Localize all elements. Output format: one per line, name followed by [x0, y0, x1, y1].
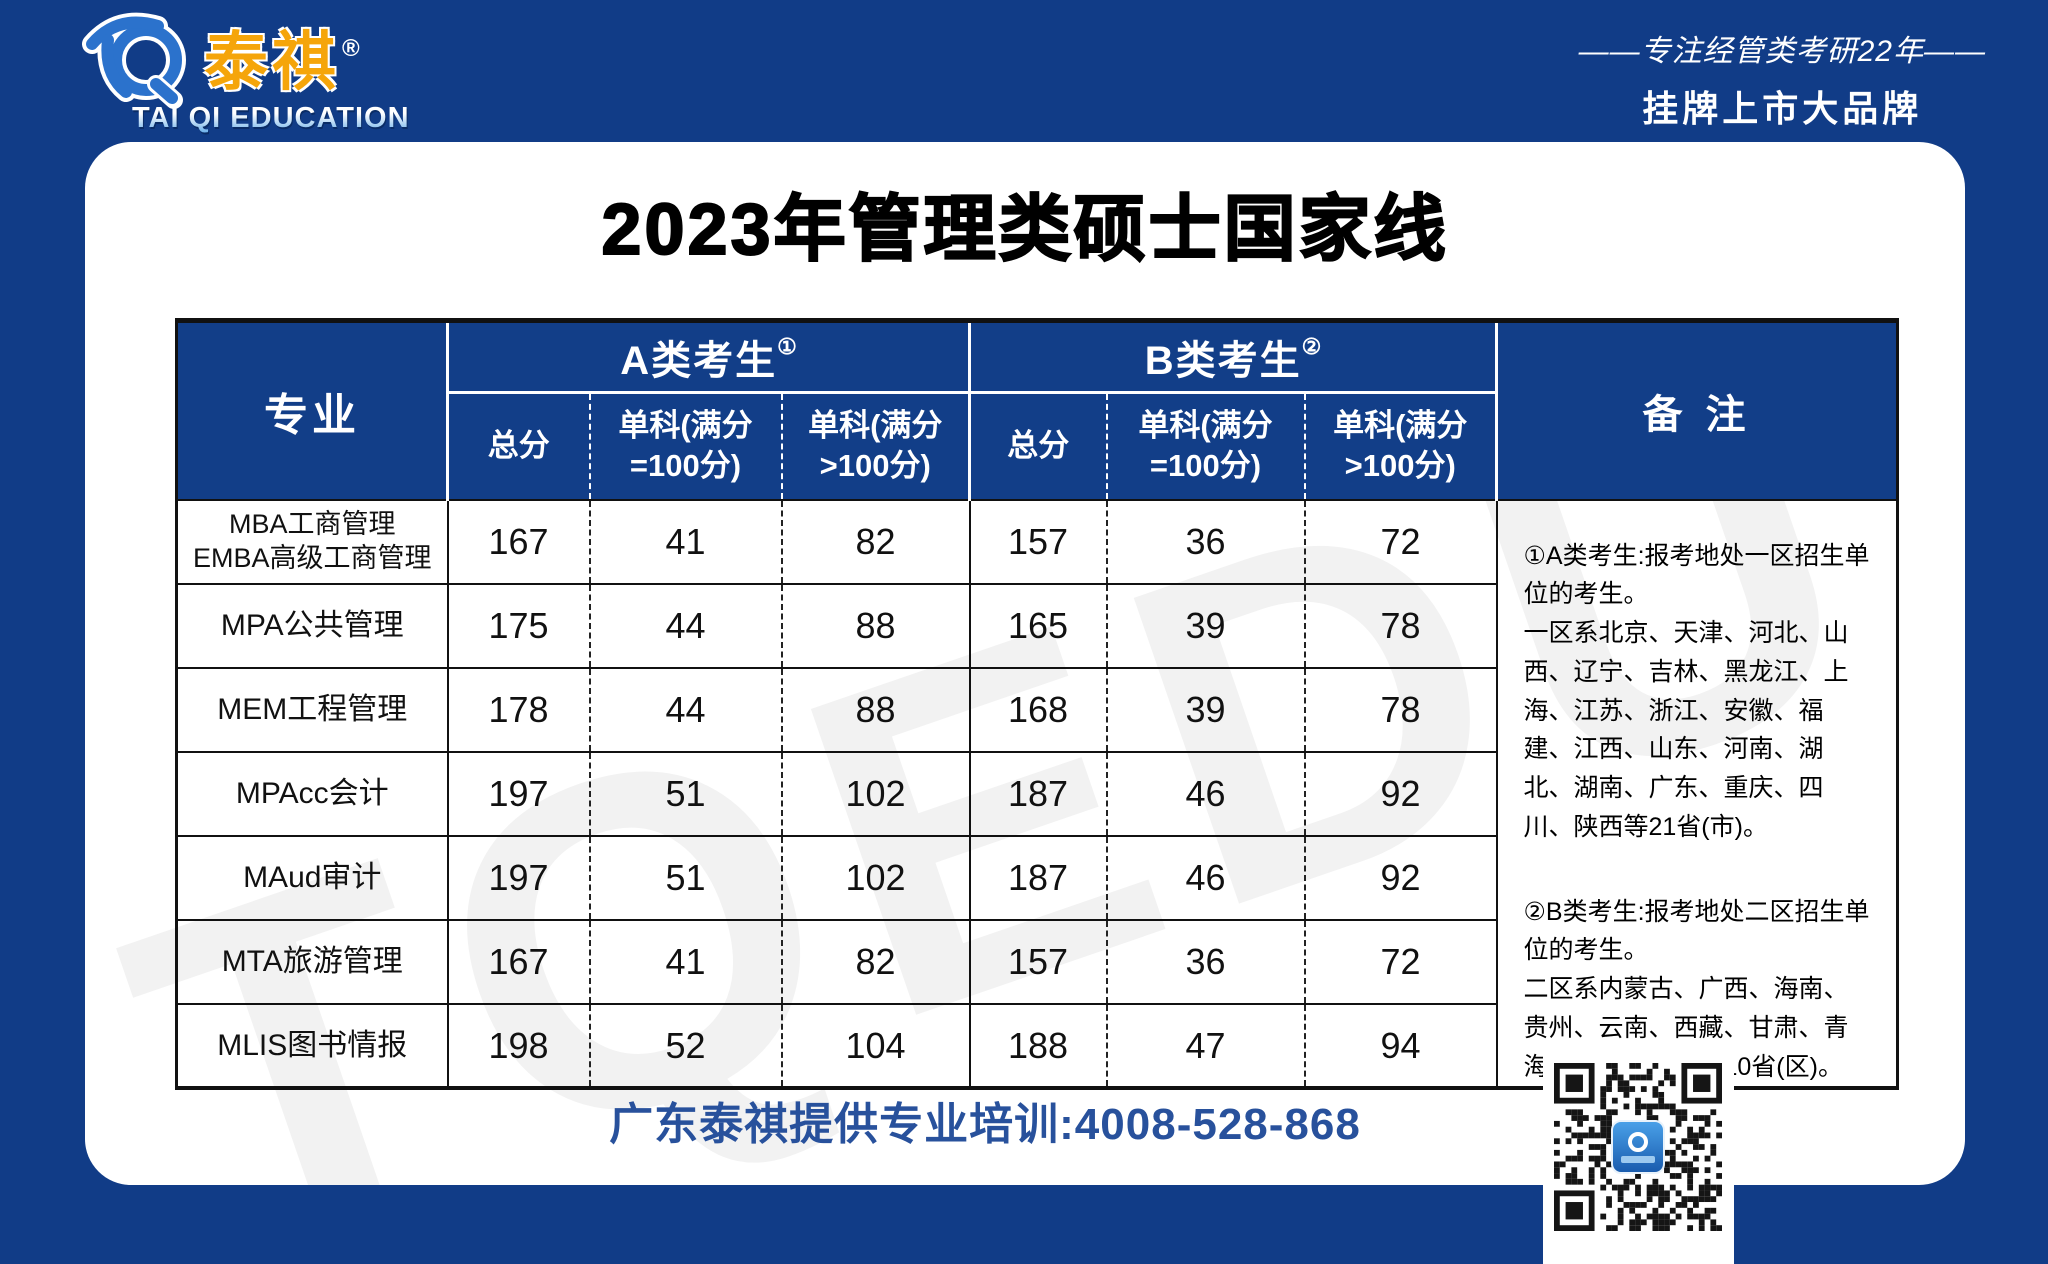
- major-cell: MEM工程管理: [176, 666, 449, 752]
- score-cell: 51: [589, 834, 783, 920]
- score-cell: 72: [1304, 498, 1498, 584]
- note-b-definition: ②B类考生:报考地处二区招生单位的考生。: [1523, 897, 1870, 965]
- registered-mark: ®: [342, 35, 364, 62]
- table-row: MAud审计 197 51 102 187 46 92: [176, 834, 1898, 920]
- header-a-single-gt100: 单科(满分 >100分): [781, 392, 971, 501]
- table-row: MTA旅游管理 167 41 82 157 36 72: [176, 918, 1898, 1005]
- page-title: 2023年管理类硕士国家线: [600, 189, 1449, 271]
- table-row: MPAcc会计 197 51 102 187 46 92: [176, 750, 1898, 836]
- score-cell: 44: [589, 582, 783, 668]
- score-cell: 46: [1106, 834, 1306, 920]
- score-cell: 41: [589, 498, 783, 584]
- score-cell: 165: [969, 582, 1108, 668]
- score-cell: 36: [1106, 918, 1306, 1005]
- score-cell: 102: [781, 834, 971, 920]
- score-cell: 167: [447, 918, 591, 1005]
- score-cell: 92: [1304, 750, 1498, 836]
- footnote-mark-1: ①: [777, 334, 797, 359]
- header-notes: 备 注: [1496, 320, 1898, 500]
- score-cell: 88: [781, 582, 971, 668]
- score-cell: 88: [781, 666, 971, 752]
- score-cell: 175: [447, 582, 591, 668]
- header-a-single-eq100: 单科(满分 =100分): [589, 392, 783, 501]
- score-cell: 52: [589, 1003, 783, 1089]
- score-cell: 188: [969, 1003, 1108, 1089]
- slogan-line1: ——专注经管类考研22年——: [1578, 35, 1986, 68]
- score-cell: 39: [1106, 666, 1306, 752]
- score-cell: 187: [969, 834, 1108, 920]
- score-cell: 157: [969, 498, 1108, 584]
- score-cell: 78: [1304, 666, 1498, 752]
- score-cell: 168: [969, 666, 1108, 752]
- tq-mini-icon: [1628, 1131, 1648, 1152]
- contact-line: 广东泰祺提供专业培训:4008-528-868: [609, 1100, 1361, 1149]
- brand-name-cn: 泰祺®: [204, 26, 364, 98]
- score-cell: 51: [589, 750, 783, 836]
- score-cell: 197: [447, 750, 591, 836]
- major-cell: MPAcc会计: [176, 750, 449, 836]
- major-cell: MAud审计: [176, 834, 449, 920]
- score-cell: 78: [1304, 582, 1498, 668]
- score-cell: 72: [1304, 918, 1498, 1005]
- header-group-b: B类考生②: [969, 320, 1498, 394]
- slogan-line2: 挂牌上市大品牌: [1642, 88, 1923, 129]
- note-a-definition: ①A类考生:报考地处一区招生单位的考生。: [1523, 541, 1870, 609]
- qr-center-logo-icon: [1611, 1120, 1665, 1174]
- table-row: MEM工程管理 178 44 88 168 39 78: [176, 666, 1898, 752]
- tq-logo-icon: [82, 12, 186, 109]
- score-cell: 41: [589, 918, 783, 1005]
- table-row: MLIS图书情报 198 52 104 188 47 94: [176, 1003, 1898, 1089]
- major-cell: MPA公共管理: [176, 582, 449, 668]
- score-cell: 104: [781, 1003, 971, 1089]
- score-cell: 82: [781, 498, 971, 584]
- footnote-mark-2: ②: [1301, 334, 1322, 359]
- header-row-subcolumns: 总分 单科(满分 =100分) 单科(满分 >100分) 总分 单科(满分 =100分…: [177, 392, 1898, 501]
- brand-name-en: TAI QI EDUCATION: [132, 102, 410, 134]
- major-cell: MTA旅游管理: [176, 918, 449, 1005]
- table-row: MBA工商管理 EMBA高级工商管理 167 41 82 157 36 72 ①A…: [176, 498, 1898, 1089]
- score-cell: 36: [1106, 498, 1306, 584]
- score-cell: 47: [1106, 1003, 1306, 1089]
- notes-cell: ①A类考生:报考地处一区招生单位的考生。 一区系北京、天津、河北、山西、辽宁、吉…: [1496, 498, 1898, 1089]
- brand-slogans: ——专注经管类考研22年—— 挂牌上市大品牌: [1579, 26, 1986, 132]
- header-b-single-eq100: 单科(满分 =100分): [1106, 392, 1306, 501]
- score-cell: 44: [589, 666, 783, 752]
- header-b-single-gt100: 单科(满分 >100分): [1304, 392, 1498, 501]
- major-cell: MLIS图书情报: [176, 1003, 449, 1089]
- score-cell: 167: [447, 498, 591, 584]
- brand-logo: 泰祺® TAI QI EDUCATION: [78, 4, 410, 135]
- score-cell: 94: [1304, 1003, 1498, 1089]
- header-major: 专业: [176, 320, 449, 500]
- score-table: 专业 A类考生① B类考生② 备 注 总分 单科(满分 =100分) 单科(满分 >…: [175, 318, 1899, 1091]
- note-a-regions: 一区系北京、天津、河北、山西、辽宁、吉林、黑龙江、上海、江苏、浙江、安徽、福建、…: [1523, 619, 1849, 841]
- table-row: MPA公共管理 175 44 88 165 39 78: [176, 582, 1898, 668]
- score-cell: 102: [781, 750, 971, 836]
- score-cell: 178: [447, 666, 591, 752]
- score-cell: 187: [969, 750, 1108, 836]
- score-cell: 82: [781, 918, 971, 1005]
- score-cell: 198: [447, 1003, 591, 1089]
- score-cell: 46: [1106, 750, 1306, 836]
- score-cell: 39: [1106, 582, 1306, 668]
- major-cell: MBA工商管理 EMBA高级工商管理: [176, 498, 449, 584]
- header-b-total: 总分: [969, 392, 1108, 501]
- score-cell: 92: [1304, 834, 1498, 920]
- qr-panel: [1543, 1049, 1734, 1264]
- header-group-a: A类考生①: [447, 320, 971, 394]
- score-cell: 197: [447, 834, 591, 920]
- header-a-total: 总分: [447, 392, 591, 501]
- score-cell: 157: [969, 918, 1108, 1005]
- content-card: TQEDU 2023年管理类硕士国家线 专业 A类考生① B类考生② 备 注 总…: [85, 142, 1965, 1185]
- header-row-groups: 专业 A类考生① B类考生② 备 注: [176, 320, 1898, 500]
